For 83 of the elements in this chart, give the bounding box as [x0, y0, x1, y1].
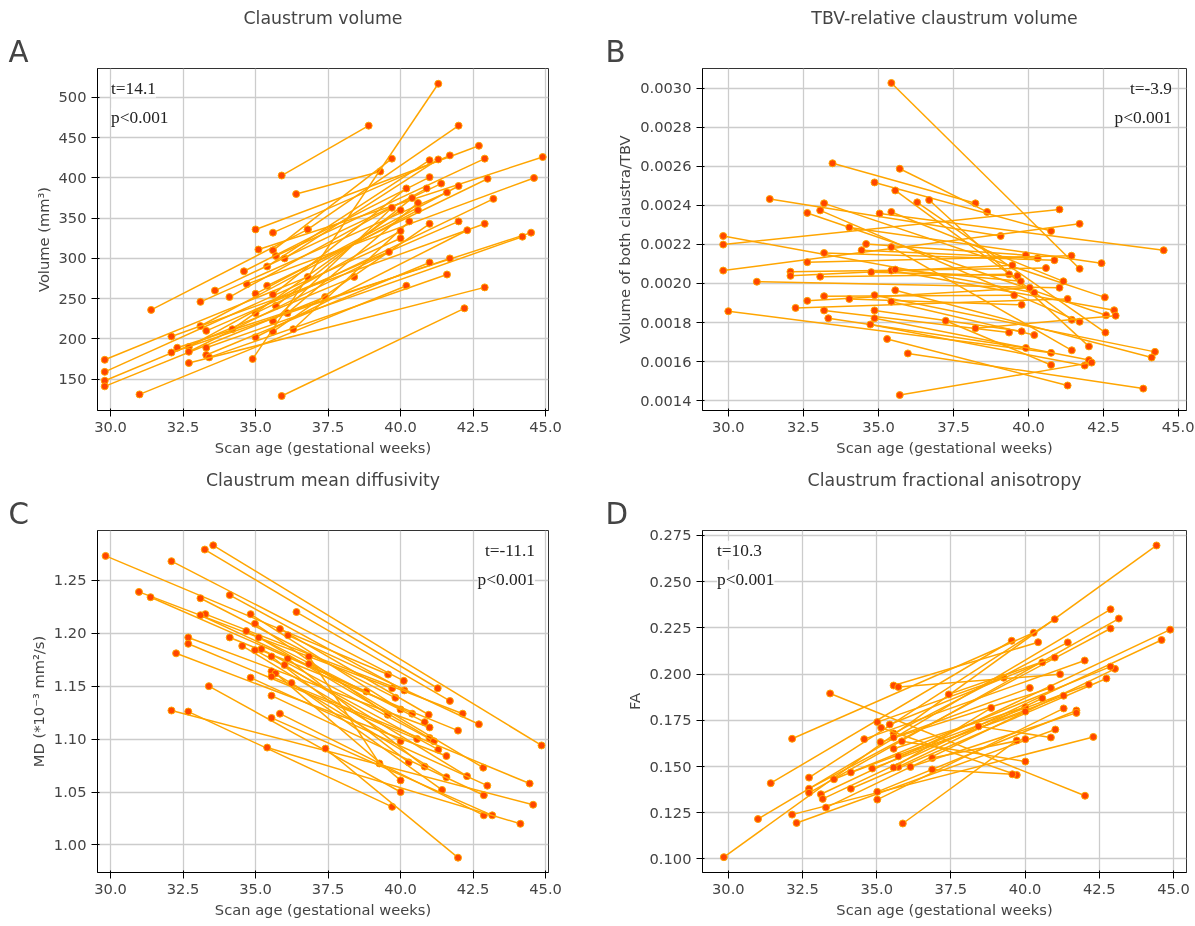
text: A	[8, 34, 29, 69]
x-tick-label: 45.0	[1161, 417, 1195, 435]
y-axis-title: FA	[625, 692, 643, 711]
y-tick-label: 0.0024	[640, 196, 692, 214]
y-tick-label: 0.0014	[640, 391, 692, 409]
text: D	[605, 496, 629, 531]
y-tick-label: 1.25	[53, 571, 87, 589]
annotation: p<0.001	[477, 569, 535, 589]
y-tick-label: 0.0020	[640, 274, 692, 292]
x-tick-label: 35.0	[860, 879, 894, 897]
y-axis-title: Volume of both claustra/TBV	[616, 135, 634, 344]
x-tick-label: 45.0	[529, 417, 562, 435]
y-tick-label: 1.00	[53, 835, 87, 853]
chart-title: Claustrum volume	[243, 7, 403, 28]
y-tick-label: 250	[58, 289, 87, 307]
annotation: p<0.001	[717, 569, 775, 589]
y-axis-title: MD (*10⁻³ mm²/s)	[29, 635, 47, 768]
x-tick-label: 45.0	[1157, 879, 1190, 897]
chart-title: Claustrum fractional anisotropy	[807, 469, 1082, 490]
x-tick-label: 37.5	[934, 879, 968, 897]
x-tick-label: 42.5	[456, 417, 490, 435]
text: C	[8, 496, 29, 531]
x-tick-label: 45.0	[529, 879, 562, 897]
annotation: t=10.3	[717, 540, 762, 560]
y-tick-label: 300	[58, 249, 87, 267]
annotation: p<0.001	[111, 107, 169, 127]
y-tick-label: 150	[58, 370, 87, 388]
x-tick-label: 35.0	[862, 417, 895, 435]
y-tick-label: 0.225	[649, 618, 692, 636]
y-tick-label: 1.10	[53, 730, 87, 748]
x-axis-title: Scan age (gestational weeks)	[214, 900, 432, 918]
x-tick-label: 37.5	[937, 417, 970, 435]
y-tick-label: 1.20	[53, 624, 87, 642]
x-tick-label: 30.0	[712, 417, 745, 435]
x-axis-title: Scan age (gestational weeks)	[836, 900, 1053, 918]
y-tick-label: 500	[58, 88, 87, 106]
y-tick-label: 400	[58, 168, 87, 186]
x-tick-label: 30.0	[94, 417, 127, 435]
y-tick-label: 0.125	[649, 803, 692, 821]
chart-title: Claustrum mean diffusivity	[205, 469, 441, 490]
x-tick-label: 42.5	[456, 879, 490, 897]
chart-title: TBV-relative claustrum volume	[810, 7, 1078, 28]
x-tick-label: 35.0	[239, 879, 272, 897]
y-tick-label: 0.0018	[640, 313, 692, 331]
x-tick-label: 40.0	[384, 879, 417, 897]
y-tick-label: 0.250	[649, 572, 692, 590]
x-tick-label: 37.5	[311, 417, 345, 435]
x-axis-title: Scan age (gestational weeks)	[214, 438, 432, 456]
x-tick-label: 40.0	[1008, 879, 1042, 897]
y-tick-label: 0.275	[649, 526, 692, 544]
x-tick-label: 32.5	[166, 417, 200, 435]
annotation: t=-11.1	[484, 540, 535, 560]
annotation: t=14.1	[111, 78, 156, 98]
x-tick-label: 42.5	[1087, 417, 1120, 435]
y-tick-label: 0.0026	[640, 157, 692, 175]
text: B	[605, 34, 626, 69]
y-tick-label: 0.100	[649, 850, 692, 867]
y-tick-label: 350	[58, 209, 87, 227]
y-tick-label: 0.0028	[640, 118, 692, 136]
annotation: p<0.001	[1114, 107, 1172, 127]
x-tick-label: 32.5	[787, 417, 820, 435]
y-tick-label: 450	[58, 128, 87, 146]
annotation: t=-3.9	[1129, 78, 1172, 98]
y-axis-title: Volume (mm³)	[34, 186, 52, 293]
y-tick-label: 0.200	[649, 665, 692, 683]
y-tick-label: 1.05	[53, 783, 87, 801]
x-tick-label: 30.0	[94, 879, 127, 897]
x-axis-title: Scan age (gestational weeks)	[836, 438, 1053, 456]
x-tick-label: 42.5	[1082, 879, 1116, 897]
x-tick-label: 35.0	[239, 417, 272, 435]
x-tick-label: 40.0	[384, 417, 417, 435]
y-tick-label: 0.0016	[640, 352, 692, 370]
y-tick-label: 200	[58, 329, 87, 347]
x-tick-label: 37.5	[311, 879, 345, 897]
y-tick-label: 0.150	[649, 757, 692, 775]
x-tick-label: 32.5	[786, 879, 819, 897]
x-tick-label: 40.0	[1012, 417, 1045, 435]
x-tick-label: 32.5	[166, 879, 200, 897]
y-tick-label: 0.175	[649, 711, 692, 729]
y-tick-label: 1.15	[53, 677, 87, 695]
y-tick-label: 0.0022	[640, 235, 692, 253]
x-tick-label: 30.0	[712, 879, 745, 897]
y-tick-label: 0.0030	[640, 79, 692, 97]
